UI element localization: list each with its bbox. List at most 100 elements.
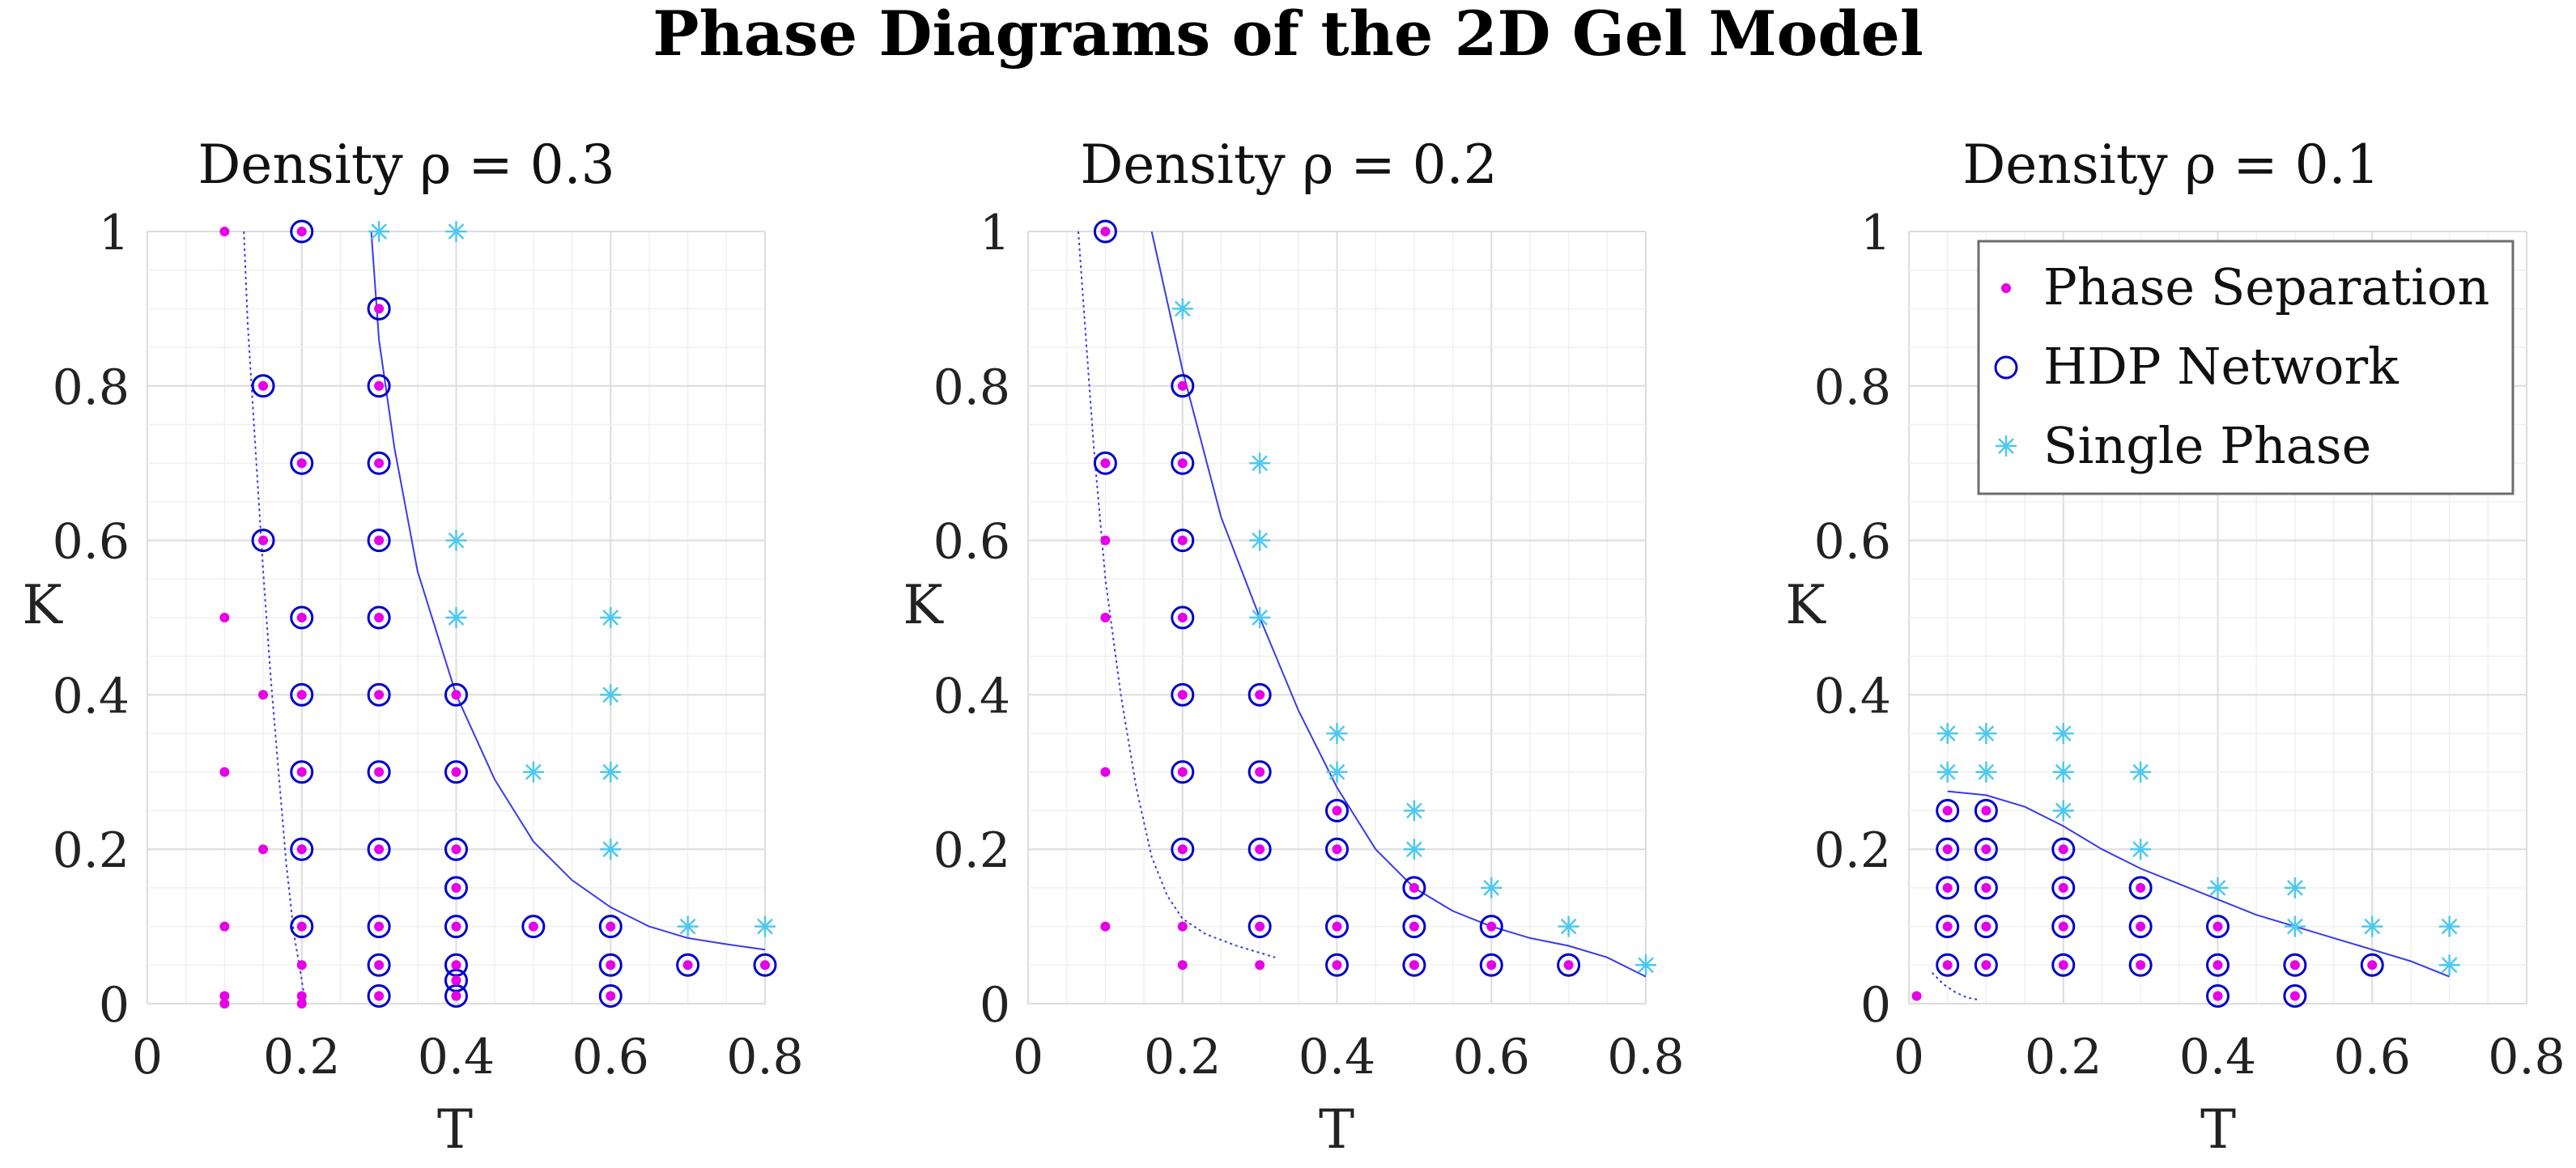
hdp-network-point	[1974, 799, 1998, 822]
x-tick-label: 0.2	[2025, 1029, 2102, 1085]
x-tick-label: 0.8	[2488, 1029, 2565, 1085]
phase-separation-point	[1911, 991, 1922, 1001]
single-phase-point	[1249, 529, 1271, 551]
y-tick-label: 0.2	[933, 822, 1010, 879]
single-phase-point	[1635, 954, 1656, 976]
hdp-network-point	[2206, 915, 2230, 939]
single-phase-stroke	[1252, 609, 1269, 626]
hdp-network-point	[2128, 876, 2153, 900]
hdp-network-point	[251, 529, 275, 553]
hdp-network-center-dot	[2058, 921, 2068, 932]
hdp-network-point	[2283, 953, 2307, 977]
hdp-network-center-dot	[1100, 227, 1111, 236]
legend-single-phase-label: Single Phase	[2043, 416, 2371, 475]
panel-rho-0-3: Density ρ = 0.3 T K 0 0.2 0.4 0.6 0.8 0 0.2 0.4…	[22, 134, 803, 1161]
single-phase-stroke	[448, 532, 465, 549]
hdp-network-center-dot	[2058, 844, 2068, 855]
hdp-network-center-dot	[1486, 960, 1497, 971]
grid	[1027, 231, 1647, 1004]
hdp-network-center-dot	[1942, 960, 1953, 971]
hdp-network-center-dot	[1255, 690, 1265, 700]
legend-phase-separation-label: Phase Separation	[2043, 257, 2489, 316]
single-phase-point	[2284, 915, 2306, 937]
phase-separation-point	[296, 960, 307, 971]
phase-separation-point	[1100, 535, 1111, 546]
x-tick-label: 0.6	[1453, 1029, 1530, 1085]
hdp-network-point	[2128, 915, 2153, 939]
hdp-network-center-dot	[1100, 458, 1111, 469]
panel-3-xlabel: T	[2200, 1098, 2236, 1161]
panel-1-ylabel: K	[22, 574, 63, 636]
hdp-network-center-dot	[374, 613, 385, 622]
hdp-network-center-dot	[1177, 458, 1188, 469]
hdp-network-center-dot	[374, 844, 385, 855]
hdp-network-center-dot	[606, 960, 616, 971]
hdp-network-point	[1171, 529, 1195, 553]
hdp-network-center-dot	[296, 921, 307, 932]
panel-1-title: Density ρ = 0.3	[198, 134, 614, 196]
y-tick-label: 0.4	[53, 668, 130, 724]
hdp-network-point	[1936, 953, 1960, 977]
hdp-network-center-dot	[1981, 844, 1992, 855]
hdp-network-point	[290, 605, 314, 630]
hdp-network-point	[1479, 953, 1503, 977]
hdp-network-center-dot	[1332, 844, 1342, 855]
hdp-network-center-dot	[1255, 844, 1265, 855]
single-phase-point	[2284, 877, 2306, 898]
single-phase-point	[600, 607, 622, 628]
hdp-network-center-dot	[296, 767, 307, 777]
single-phase-stroke	[1328, 725, 1345, 741]
phase-separation-point	[1100, 613, 1111, 622]
hdp-network-center-dot	[2213, 921, 2223, 932]
single-phase-stroke	[1174, 300, 1191, 317]
single-phase-point	[600, 839, 622, 860]
x-tick-label: 0	[132, 1029, 163, 1085]
hdp-network-point	[2051, 876, 2076, 900]
hdp-network-center-dot	[374, 380, 385, 391]
hdp-network-center-dot	[1563, 960, 1574, 971]
single-phase-stroke	[2286, 918, 2303, 935]
hdp-network-center-dot	[1981, 882, 1992, 893]
hdp-network-point	[2206, 953, 2230, 977]
hdp-network-point	[676, 953, 700, 977]
y-tick-label: 1	[1860, 205, 1891, 261]
x-tick-label: 0	[1894, 1029, 1924, 1085]
hdp-network-point	[2051, 837, 2076, 861]
hdp-network-center-dot	[2289, 991, 2300, 1001]
hdp-network-center-dot	[296, 844, 307, 855]
hdp-network-center-dot	[2213, 991, 2223, 1001]
y-tick-label: 0.6	[1814, 514, 1891, 571]
hdp-network-center-dot	[1981, 921, 1992, 932]
single-phase-point	[1249, 452, 1271, 474]
single-phase-point	[1403, 800, 1425, 822]
hdp-network-center-dot	[2136, 960, 2146, 971]
single-phase-point	[2361, 915, 2383, 937]
hdp-network-point	[1171, 837, 1195, 861]
hdp-network-center-dot	[374, 991, 385, 1001]
hdp-network-point	[1402, 876, 1426, 900]
hdp-network-point	[598, 915, 623, 939]
phase-separation-point	[1100, 921, 1111, 932]
panel-2-plot: 0 0.2 0.4 0.6 0.8 0 0.2 0.4 0.6 0.8 1	[933, 205, 1685, 1085]
single-phase-stroke	[1328, 763, 1345, 780]
single-phase-stroke	[448, 223, 465, 240]
hdp-network-point	[367, 837, 391, 861]
hdp-network-center-dot	[1177, 844, 1188, 855]
hdp-network-point	[2051, 953, 2076, 977]
single-phase-point	[600, 761, 622, 783]
single-phase-point	[2438, 915, 2460, 937]
single-phase-point	[368, 221, 390, 242]
hdp-network-center-dot	[374, 690, 385, 700]
single-phase-stroke	[1939, 725, 1956, 741]
boundary-line-solid	[370, 231, 766, 951]
hdp-network-point	[1171, 605, 1195, 630]
hdp-network-point	[290, 219, 314, 244]
hdp-network-point	[1248, 837, 1272, 861]
hdp-network-center-dot	[451, 844, 461, 855]
panel-2-ylabel: K	[903, 574, 944, 636]
phase-separation-point	[219, 999, 230, 1009]
legend-phase-separation-marker	[2001, 283, 2011, 293]
boundary-line-dotted	[1931, 972, 1979, 1001]
hdp-network-center-dot	[606, 991, 616, 1001]
single-phase-stroke	[1252, 455, 1269, 472]
